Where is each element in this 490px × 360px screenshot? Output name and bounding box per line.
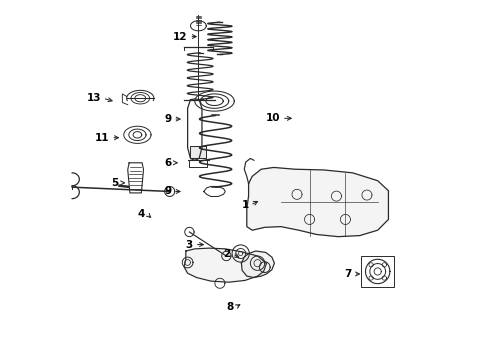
Text: 3: 3	[186, 239, 193, 249]
Text: 7: 7	[344, 269, 352, 279]
Text: 13: 13	[86, 93, 101, 103]
Text: 6: 6	[164, 158, 171, 168]
Text: 5: 5	[112, 178, 119, 188]
Polygon shape	[247, 167, 389, 237]
Polygon shape	[242, 251, 274, 278]
Text: 9: 9	[164, 186, 171, 197]
Text: 2: 2	[223, 248, 231, 258]
Text: 8: 8	[226, 302, 234, 312]
Text: 10: 10	[266, 113, 280, 123]
Text: 9: 9	[164, 114, 171, 124]
Text: 1: 1	[242, 200, 248, 210]
Polygon shape	[184, 248, 267, 282]
Text: 12: 12	[173, 32, 188, 41]
Text: 11: 11	[95, 133, 109, 143]
Text: 4: 4	[138, 209, 146, 219]
